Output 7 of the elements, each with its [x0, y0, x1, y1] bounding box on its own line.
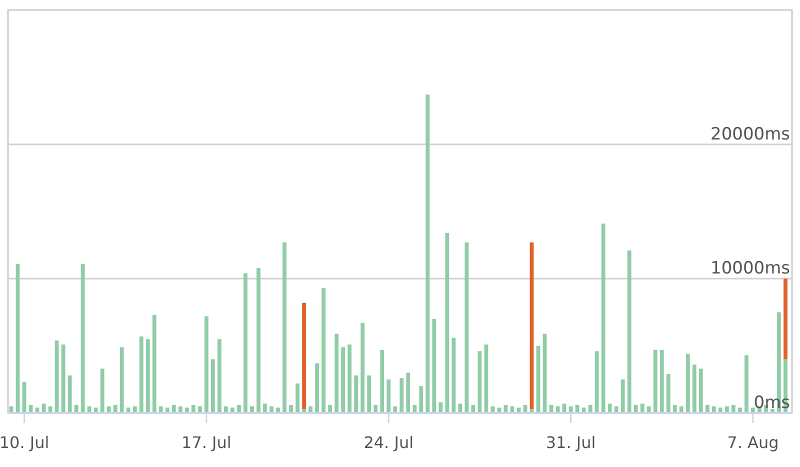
- y-tick-label: 10000ms: [710, 258, 790, 279]
- x-tick-label: 10. Jul: [0, 433, 50, 452]
- x-tick-label: 17. Jul: [182, 433, 232, 452]
- x-tick-label: 24. Jul: [364, 433, 414, 452]
- y-tick-label: 20000ms: [710, 124, 790, 144]
- x-tick-label: 31. Jul: [546, 433, 596, 452]
- x-tick-label: 7. Aug: [727, 433, 779, 452]
